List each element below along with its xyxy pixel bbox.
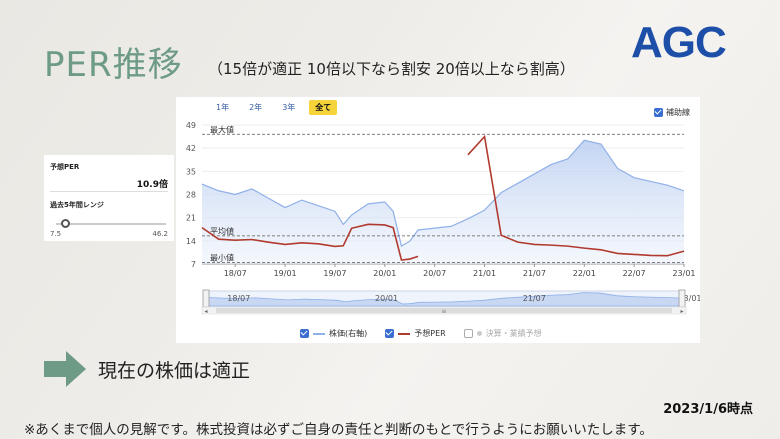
stock-price-line bbox=[201, 139, 685, 247]
period-tab-3[interactable]: 全て bbox=[309, 100, 338, 115]
x-tick-label: 20/01 bbox=[373, 269, 396, 278]
scroll-left-icon: ◂ bbox=[204, 308, 207, 315]
y-left-tick-label: 35 bbox=[186, 167, 196, 176]
reference-line-label: 最大値 bbox=[210, 124, 234, 134]
legend-item-2[interactable]: 決算・業績予想 bbox=[463, 328, 542, 339]
forecast-per-label: 予想PER bbox=[50, 163, 80, 171]
x-tick-label: 19/07 bbox=[323, 269, 346, 278]
info-divider bbox=[50, 191, 168, 192]
y-left-tick-label: 28 bbox=[186, 191, 196, 200]
agc-logo: AGC bbox=[631, 18, 727, 67]
page-subtitle: （15倍が適正 10倍以下なら割安 20倍以上なら割高） bbox=[208, 60, 575, 78]
x-tick-label: 23/01 bbox=[672, 269, 695, 278]
period-tab-0[interactable]: 1年 bbox=[216, 103, 230, 112]
per-line bbox=[201, 223, 419, 261]
per-chart: 71421283542492,3402,9603,5804,2004,8205,… bbox=[186, 121, 700, 315]
right-arrow-icon bbox=[44, 351, 86, 387]
legend-checkbox-2[interactable] bbox=[463, 329, 473, 338]
period-tab-2[interactable]: 3年 bbox=[282, 103, 296, 112]
legend-swatch-1 bbox=[398, 332, 411, 335]
legend-swatch-0 bbox=[313, 332, 325, 335]
aux-line-checkbox[interactable] bbox=[654, 108, 663, 117]
conclusion-text: 現在の株価は適正 bbox=[98, 360, 251, 382]
x-tick-label: 20/07 bbox=[423, 269, 446, 278]
per-info-panel: 予想PER 10.9倍 過去5年間レンジ 7.5 46.2 bbox=[44, 155, 174, 241]
y-left-tick-label: 21 bbox=[186, 214, 196, 223]
forecast-per-value: 10.9倍 bbox=[136, 180, 168, 190]
legend-checkbox-1[interactable] bbox=[385, 329, 395, 338]
navigator-tick-label: 18/07 bbox=[227, 294, 250, 303]
y-left-tick-label: 7 bbox=[191, 260, 196, 269]
legend-swatch-2 bbox=[476, 331, 482, 336]
chart-legend: 株価(右軸) 予想PER 決算・業績予想 bbox=[300, 328, 542, 339]
aux-line-label: 補助線 bbox=[666, 108, 690, 117]
range-slider-track bbox=[56, 223, 166, 225]
x-tick-label: 22/07 bbox=[623, 269, 646, 278]
legend-checkbox-0[interactable] bbox=[300, 329, 309, 338]
legend-item-0[interactable]: 株価(右軸) bbox=[300, 328, 367, 339]
navigator-tick-label: 20/01 bbox=[375, 294, 398, 303]
scrollbar-thumb bbox=[216, 308, 672, 313]
legend-label-1: 予想PER bbox=[414, 329, 446, 338]
aux-line-toggle[interactable]: 補助線 bbox=[654, 107, 690, 118]
x-tick-label: 22/01 bbox=[573, 269, 596, 278]
x-tick-label: 21/01 bbox=[473, 269, 496, 278]
navigator-handle bbox=[202, 289, 210, 308]
as-of-date: 2023/1/6時点 bbox=[663, 402, 753, 417]
navigator-handle bbox=[678, 289, 686, 308]
scrollbar-grip-icon: ≡ bbox=[441, 308, 446, 315]
y-left-tick-label: 14 bbox=[186, 237, 196, 246]
legend-label-2: 決算・業績予想 bbox=[485, 329, 542, 338]
y-left-tick-label: 49 bbox=[186, 121, 196, 130]
per-line bbox=[467, 134, 685, 257]
x-tick-label: 21/07 bbox=[523, 269, 546, 278]
navigator-series bbox=[205, 292, 683, 307]
y-left-tick-label: 42 bbox=[186, 144, 196, 153]
scroll-right-icon: ▸ bbox=[680, 308, 683, 315]
five-year-range-label: 過去5年間レンジ bbox=[50, 201, 104, 209]
range-min-value: 7.5 bbox=[50, 230, 62, 238]
range-max-value: 46.2 bbox=[152, 230, 168, 238]
navigator-tick-label: 23/01 bbox=[678, 294, 700, 303]
page-title: PER推移 bbox=[44, 45, 183, 85]
x-tick-label: 18/07 bbox=[224, 269, 247, 278]
period-tab-1[interactable]: 2年 bbox=[249, 103, 263, 112]
stock-price-area bbox=[202, 140, 684, 264]
navigator-tick-label: 21/07 bbox=[523, 294, 546, 303]
reference-line-label: 最小値 bbox=[210, 252, 234, 262]
period-tabs: 1年 2年 3年 全て bbox=[210, 100, 345, 115]
legend-label-0: 株価(右軸) bbox=[329, 329, 368, 338]
legend-item-1[interactable]: 予想PER bbox=[385, 328, 446, 339]
disclaimer-text: ※あくまで個人の見解です。株式投資は必ずご自身の責任と判断のもとで行うようにお願… bbox=[24, 422, 653, 438]
reference-line-label: 平均値 bbox=[210, 226, 234, 236]
x-tick-label: 19/01 bbox=[274, 269, 297, 278]
range-slider-knob bbox=[61, 219, 71, 228]
